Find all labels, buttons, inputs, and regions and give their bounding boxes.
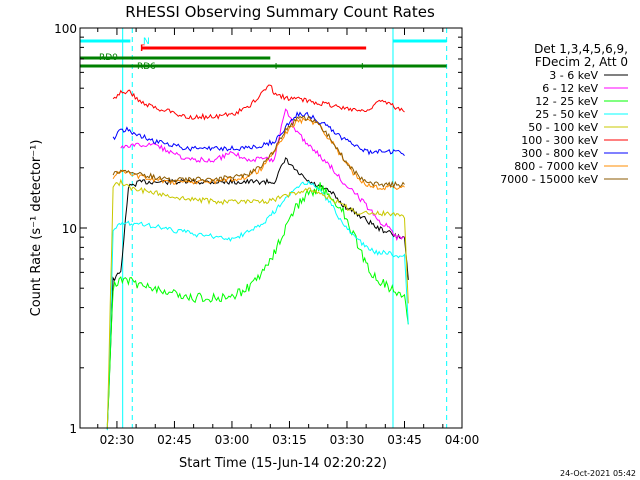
legend-label-100-300-kev: 100 - 300 keV [521,134,598,147]
y-tick-label: 1 [69,422,77,436]
legend-header-line-1: Det 1,3,4,5,6,9, [534,42,628,56]
series-lines [106,84,409,431]
x-tick-label: 03:45 [387,433,422,447]
flag-label-rd0: RD0 [99,53,118,63]
x-tick-label: 02:30 [100,433,135,447]
series-line-7000-15000-kev [112,115,405,189]
y-axis-label: Count Rate (s⁻¹ detector⁻¹) [29,140,44,317]
x-tick-label: 03:00 [215,433,250,447]
x-tick-label: 04:00 [445,433,480,447]
legend-label-800-7000-kev: 800 - 7000 keV [514,160,598,173]
vertical-markers [122,28,448,428]
flag-label-n: N [143,37,150,47]
series-line-100-300-kev [112,84,405,121]
flag-bars: NF RD0 RD6 [79,37,447,72]
x-tick-label: 03:30 [330,433,365,447]
series-line-25-50-kev [106,180,409,431]
series-line-6-12-kev [120,108,405,242]
legend-label-50-100-kev: 50 - 100 keV [528,121,598,134]
legend-label-7000-15000-kev: 7000 - 15000 keV [500,173,598,186]
footer-timestamp: 24-Oct-2021 05:42 [560,469,636,478]
series-line-800-7000-kev [112,116,405,191]
legend-label-12-25-kev: 12 - 25 keV [535,95,598,108]
y-tick-label: 10 [62,222,77,236]
series-line-50-100-kev [106,178,409,429]
legend-label-25-50-kev: 25 - 50 keV [535,108,598,121]
legend-header-line-2: FDecim 2, Att 0 [535,55,628,69]
legend-label-300-800-kev: 300 - 800 keV [521,147,598,160]
legend-label-6-12-kev: 6 - 12 keV [542,82,598,95]
legend-label-3-6-kev: 3 - 6 keV [549,69,598,82]
x-axis-label: Start Time (15-Jun-14 02:20:22) [179,456,387,471]
x-tick-label: 02:45 [157,433,192,447]
flag-label-f: F [140,44,145,54]
series-line-300-800-kev [112,111,405,157]
series-line-12-25-kev [106,182,409,426]
axes: 1 10 100 02:30 02:45 03:00 03:15 03:30 03:45 04:0… [54,22,479,447]
chart-title: RHESSI Observing Summary Count Rates [125,3,435,21]
y-tick-label: 100 [54,22,77,36]
flag-label-rd6: RD6 [137,62,156,72]
series-line-3-6-kev [106,157,409,430]
x-tick-label: 03:15 [272,433,307,447]
